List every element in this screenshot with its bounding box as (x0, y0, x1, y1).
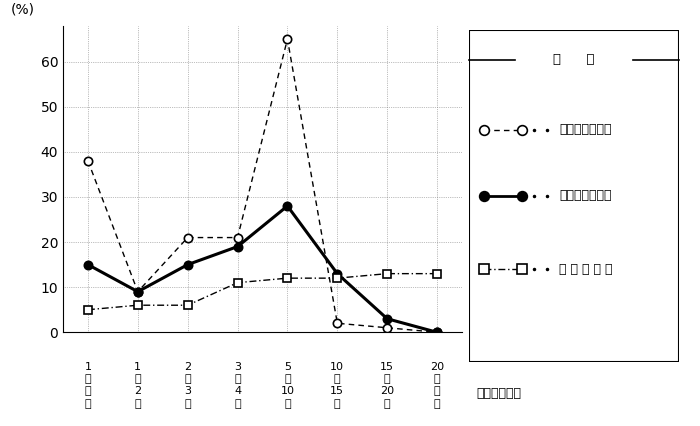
Text: （勤続年数）: （勤続年数） (476, 387, 521, 400)
Text: 知的障害者女子: 知的障害者女子 (559, 190, 612, 202)
Text: (%): (%) (11, 3, 35, 16)
Text: 凡      例: 凡 例 (553, 53, 595, 66)
Text: 3
〜
4
年: 3 〜 4 年 (234, 362, 241, 409)
Text: 知的障害者男子: 知的障害者男子 (559, 123, 612, 136)
Text: 20
年
以
上: 20 年 以 上 (430, 362, 444, 409)
Text: 2
〜
3
年: 2 〜 3 年 (184, 362, 191, 409)
Text: 一 般 労 働 者: 一 般 労 働 者 (559, 262, 612, 276)
Text: 1
〜
2
年: 1 〜 2 年 (134, 362, 141, 409)
Text: 5
〜
10
年: 5 〜 10 年 (281, 362, 295, 409)
Text: 15
〜
20
年: 15 〜 20 年 (380, 362, 394, 409)
Text: 1
年
未
満: 1 年 未 満 (85, 362, 92, 409)
Text: 10
〜
15
年: 10 〜 15 年 (330, 362, 344, 409)
